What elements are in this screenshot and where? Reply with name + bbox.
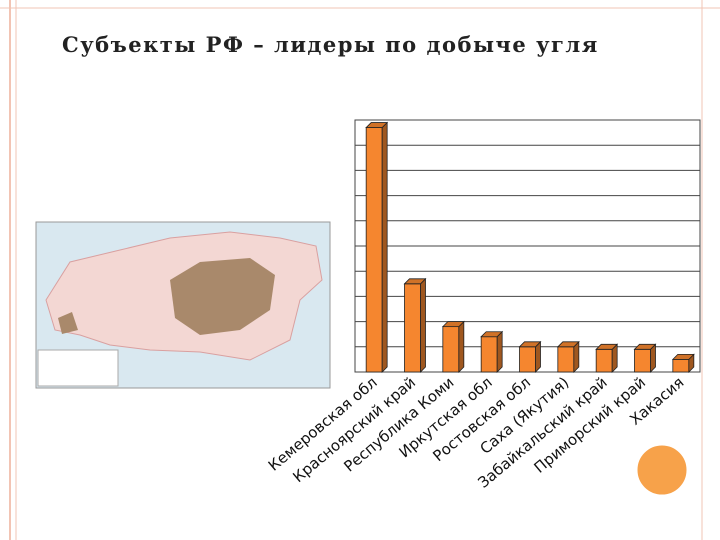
bar [519, 346, 536, 373]
map [35, 221, 331, 389]
bar [365, 127, 383, 373]
decor-circle [634, 442, 690, 498]
bar-side [496, 330, 503, 373]
map-coal-area [170, 258, 275, 335]
bar [595, 348, 613, 373]
bar-top [671, 354, 695, 360]
bar [404, 283, 421, 373]
bar-top [518, 341, 542, 348]
bar-side [420, 277, 426, 373]
bar-top [556, 341, 580, 348]
bar-top [441, 321, 465, 328]
map-legend [37, 349, 119, 387]
bar-top [403, 278, 427, 285]
bar-top [595, 343, 619, 350]
bar-top [480, 331, 504, 338]
map-coal-area [58, 312, 78, 334]
bar [480, 336, 498, 373]
bar [634, 348, 651, 373]
chart-title: Субъекты РФ – лидеры по добыче угля [62, 32, 599, 57]
bar-top [633, 343, 657, 350]
bar-top [365, 122, 389, 128]
bar [557, 346, 575, 373]
bar-side [381, 121, 388, 373]
bar [442, 326, 460, 373]
bar [672, 358, 690, 373]
bar-side [458, 320, 465, 373]
